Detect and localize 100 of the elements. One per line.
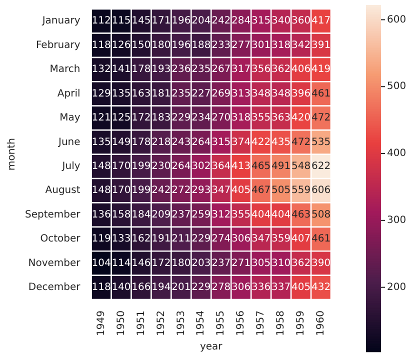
data-label: 166 [132, 282, 151, 294]
data-label: 317 [232, 64, 251, 76]
data-label: 559 [291, 185, 311, 196]
data-label: 203 [192, 258, 211, 269]
x-tick-label: 1950 [116, 310, 127, 336]
data-label: 178 [132, 136, 151, 148]
data-label: 218 [152, 136, 171, 148]
data-label: 267 [212, 64, 231, 76]
data-label: 284 [232, 16, 251, 27]
data-label: 318 [232, 112, 251, 124]
data-label: 148 [92, 185, 111, 196]
data-label: 315 [252, 16, 271, 27]
data-label: 313 [232, 88, 251, 100]
data-label: 236 [172, 64, 191, 76]
data-label: 362 [272, 64, 291, 76]
data-label: 391 [311, 40, 331, 51]
data-label: 293 [192, 185, 211, 196]
data-label: 355 [232, 209, 251, 220]
data-label: 171 [152, 16, 171, 27]
data-label: 199 [132, 185, 151, 196]
data-label: 277 [232, 40, 251, 51]
x-tick-label: 1958 [276, 310, 287, 336]
data-label: 242 [212, 16, 231, 27]
data-label: 264 [192, 136, 211, 148]
data-label: 115 [112, 16, 131, 27]
data-label: 140 [112, 282, 131, 294]
data-label: 472 [311, 112, 331, 124]
data-label: 150 [132, 40, 151, 51]
data-label: 125 [112, 112, 131, 124]
data-label: 196 [172, 16, 191, 27]
data-label: 348 [272, 88, 291, 100]
data-label: 129 [92, 88, 111, 100]
y-tick-label: October [40, 234, 82, 245]
x-tick-label: 1960 [316, 310, 327, 336]
data-label: 508 [311, 209, 331, 220]
data-label: 359 [272, 234, 291, 245]
data-label: 180 [152, 40, 171, 51]
data-label: 158 [112, 209, 131, 220]
data-label: 188 [192, 40, 211, 51]
data-label: 118 [92, 40, 111, 51]
data-label: 347 [212, 185, 231, 196]
data-label: 318 [272, 40, 291, 51]
data-label: 237 [172, 209, 191, 220]
x-tick-label: 1949 [96, 310, 107, 336]
color-bar-label: 200 [387, 282, 406, 293]
data-label: 209 [152, 209, 171, 220]
data-label: 606 [311, 185, 331, 196]
data-label: 396 [291, 88, 311, 100]
data-label: 237 [212, 258, 231, 269]
y-tick-label: August [45, 185, 80, 196]
data-label: 302 [192, 160, 211, 172]
data-label: 622 [311, 160, 331, 172]
data-label: 337 [272, 282, 291, 294]
data-label: 121 [92, 112, 111, 124]
data-label: 170 [112, 185, 131, 196]
data-label: 135 [112, 88, 131, 100]
data-label: 406 [291, 64, 311, 76]
data-label: 360 [291, 16, 311, 27]
data-label: 417 [311, 16, 331, 27]
data-label: 356 [252, 64, 271, 76]
color-bar-label: 400 [387, 148, 406, 160]
data-label: 270 [212, 112, 231, 124]
data-label: 211 [172, 234, 191, 245]
data-label: 306 [232, 234, 251, 245]
x-tick-label: 1956 [236, 310, 247, 336]
data-label: 132 [92, 64, 111, 76]
data-label: 419 [311, 64, 331, 76]
data-label: 272 [172, 185, 191, 196]
data-label: 364 [212, 160, 231, 172]
y-tick-label: February [36, 40, 80, 51]
data-label: 204 [192, 16, 211, 27]
data-label: 104 [92, 258, 111, 269]
data-label: 374 [232, 136, 251, 148]
data-label: 472 [291, 136, 311, 148]
data-label: 278 [212, 282, 231, 294]
data-label: 336 [252, 282, 271, 294]
data-label: 259 [192, 209, 211, 220]
data-label: 312 [212, 209, 231, 220]
data-label: 181 [152, 88, 171, 100]
data-label: 310 [272, 258, 291, 269]
data-label: 163 [132, 88, 151, 100]
data-label: 196 [172, 40, 191, 51]
data-label: 180 [172, 258, 191, 269]
data-label: 271 [232, 258, 251, 269]
data-label: 172 [152, 258, 171, 269]
y-tick-label: November [28, 258, 82, 269]
data-label: 463 [291, 209, 311, 220]
data-label: 133 [112, 234, 131, 245]
y-tick-label: May [60, 112, 80, 124]
data-label: 505 [272, 185, 291, 196]
data-label: 229 [192, 282, 211, 294]
data-label: 413 [232, 160, 251, 172]
y-tick-label: July [61, 160, 80, 172]
data-label: 149 [112, 136, 131, 148]
data-label: 535 [311, 136, 331, 148]
data-label: 305 [252, 258, 271, 269]
x-tick-label: 1959 [296, 310, 307, 336]
data-label: 118 [92, 282, 111, 294]
data-label: 348 [252, 88, 271, 100]
data-label: 340 [272, 16, 291, 27]
